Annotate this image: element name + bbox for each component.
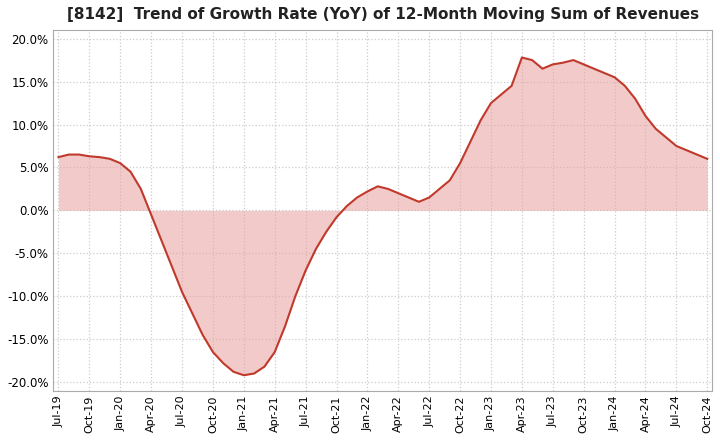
Title: [8142]  Trend of Growth Rate (YoY) of 12-Month Moving Sum of Revenues: [8142] Trend of Growth Rate (YoY) of 12-… (67, 7, 699, 22)
